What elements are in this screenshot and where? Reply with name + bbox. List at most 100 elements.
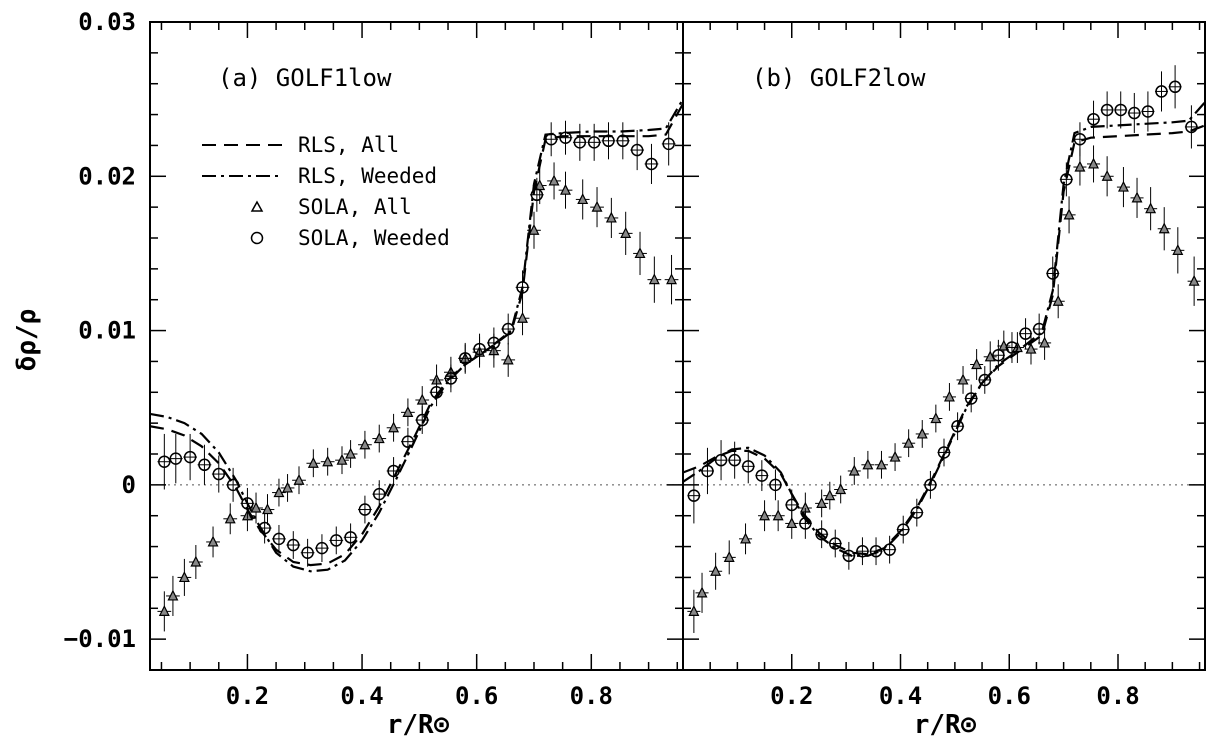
data-point-triangle (916, 427, 928, 439)
data-point-circle (910, 506, 924, 519)
x-axis-title-a: r/R⊙ (387, 710, 450, 740)
data-point-triangle (634, 247, 646, 259)
data-point-circle (501, 322, 515, 336)
data-point-circle (487, 336, 501, 350)
data-point-circle (630, 143, 644, 157)
data-point-triangle (190, 555, 202, 567)
data-point-triangle (167, 589, 179, 601)
data-point-triangle (282, 481, 294, 493)
data-point-circle (458, 352, 472, 365)
legend-rls-all-label: RLS, All (298, 133, 399, 157)
data-point-triangle (1145, 202, 1157, 214)
legend-sola-all-marker (250, 200, 264, 212)
data-point-triangle (824, 489, 836, 501)
data-point-triangle (723, 551, 735, 562)
data-point-triangle (1052, 294, 1064, 306)
data-point-circle (937, 446, 951, 459)
data-point-triangle (816, 497, 828, 508)
data-point-triangle (345, 447, 357, 459)
y-tick-label: 0.03 (78, 8, 136, 36)
data-point-circle (315, 541, 329, 555)
data-point-circle (330, 534, 343, 547)
data-point-triangle (903, 436, 915, 448)
data-point-triangle (710, 564, 722, 576)
data-point-circle (728, 453, 741, 467)
data-point-circle (444, 372, 458, 385)
y-axis-title: δρ/ρ (12, 309, 42, 372)
x-tick-label: 0.2 (770, 682, 813, 710)
data-point-triangle (262, 503, 273, 515)
data-point-circle (226, 478, 240, 492)
data-point-triangle (620, 227, 632, 238)
data-point-circle (815, 527, 828, 541)
data-point-circle (287, 538, 300, 552)
data-point-triangle (835, 483, 847, 495)
data-point-triangle (688, 605, 700, 616)
data-point-triangle (577, 193, 589, 205)
data-point-circle (924, 478, 937, 492)
data-point-triangle (336, 453, 348, 465)
data-point-circle (1019, 327, 1032, 340)
data-point-circle (241, 497, 254, 510)
data-point-triangle (322, 455, 334, 467)
data-point-circle (212, 467, 226, 481)
data-point-triangle (1158, 222, 1170, 234)
data-point-circle (587, 136, 601, 149)
data-point-circle (951, 419, 964, 433)
data-point-triangle (1025, 342, 1037, 354)
data-point-circle (1168, 80, 1182, 94)
data-point-circle (258, 521, 271, 535)
data-point-circle (883, 543, 896, 556)
data-point-circle (372, 487, 386, 501)
data-point-triangle (517, 311, 528, 323)
panel-a-title: (a) GOLF1low (218, 64, 392, 92)
data-point-triangle (971, 358, 983, 370)
x-tick-label: 0.6 (988, 682, 1031, 710)
data-point-triangle (696, 586, 708, 598)
data-point-triangle (1039, 336, 1051, 348)
legend: RLS, All RLS, Weeded SOLA, All SOLA, Wee… (202, 133, 450, 250)
data-point-circle (573, 136, 587, 149)
plot-frame-b (682, 21, 1206, 671)
data-point-circle (701, 464, 714, 478)
series-points-sola-all (687, 145, 1201, 633)
data-point-circle (530, 188, 544, 202)
data-point-circle (714, 453, 728, 467)
data-point-triangle (740, 532, 752, 544)
data-point-circle (198, 458, 211, 472)
data-point-circle (1114, 103, 1127, 117)
series-points-sola-weeded (687, 65, 1198, 570)
data-point-triangle (224, 512, 236, 524)
data-point-triangle (1063, 208, 1075, 220)
data-point-triangle (1074, 160, 1086, 172)
data-point-circle (1073, 133, 1087, 146)
data-point-triangle (957, 373, 969, 385)
data-point-circle (856, 544, 869, 558)
data-point-triangle (759, 509, 771, 521)
y-tick-label: 0.01 (78, 317, 136, 345)
data-point-circle (616, 134, 630, 148)
data-point-circle (401, 435, 415, 448)
data-point-circle (1100, 103, 1114, 117)
data-point-triangle (307, 456, 319, 468)
data-point-triangle (772, 509, 784, 521)
data-point-triangle (1117, 180, 1129, 192)
data-point-circle (1185, 120, 1198, 134)
x-tick-label: 0.8 (1096, 682, 1139, 710)
data-point-circle (869, 544, 883, 558)
panel-golf1low: 0.2 0.4 0.6 0.8 −0.01 0 0.01 0.02 0.03 (64, 8, 684, 710)
data-point-triangle (359, 438, 371, 450)
x-tick-label: 0.4 (340, 682, 383, 710)
data-point-triangle (373, 432, 385, 444)
data-point-triangle (528, 223, 540, 235)
data-point-triangle (158, 605, 170, 616)
data-point-circle (829, 537, 842, 550)
data-point-triangle (943, 390, 955, 402)
data-point-triangle (862, 458, 874, 470)
legend-sola-weeded-marker (250, 231, 264, 245)
data-point-triangle (1101, 169, 1113, 181)
data-point-circle (645, 157, 658, 171)
y-tick-label: 0.02 (78, 162, 136, 190)
data-point-circle (602, 134, 615, 148)
x-tick-label: 0.4 (879, 682, 922, 710)
